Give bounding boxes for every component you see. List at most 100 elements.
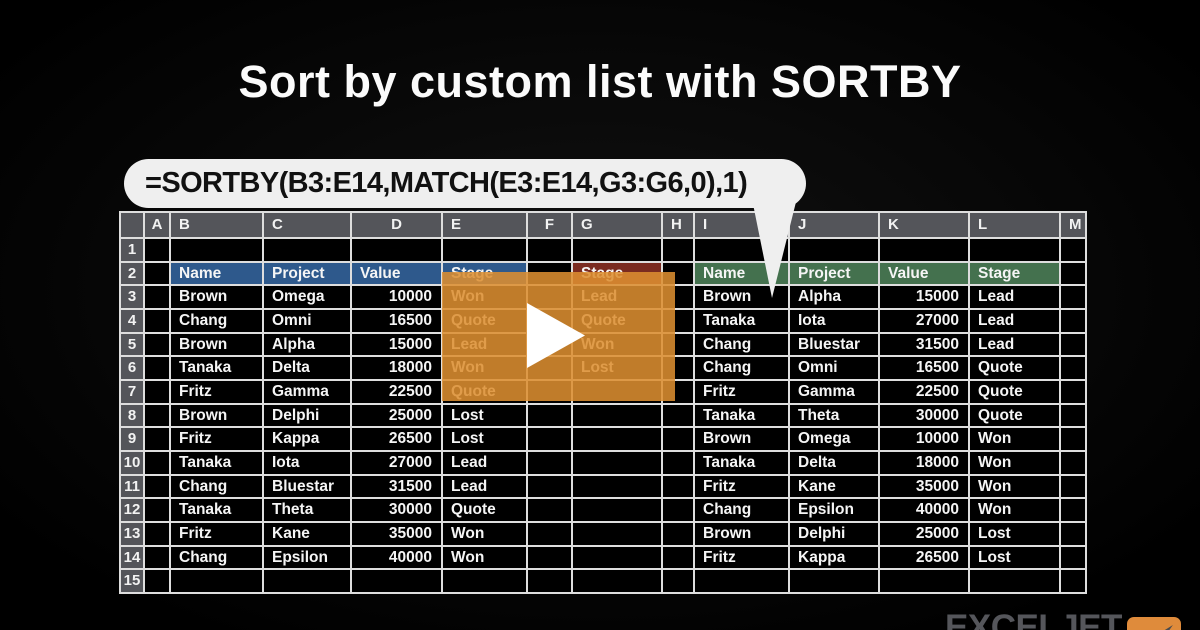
cell-M11 bbox=[1061, 475, 1085, 498]
cell-H11 bbox=[663, 475, 693, 498]
cell-I10: Tanaka bbox=[695, 452, 788, 474]
cell-A5 bbox=[145, 333, 169, 356]
row-header-5: 5 bbox=[121, 333, 143, 356]
cell-L9: Won bbox=[970, 428, 1059, 450]
cell-D6: 18000 bbox=[352, 357, 441, 379]
cell-G14 bbox=[573, 546, 661, 569]
cell-D10: 27000 bbox=[352, 452, 441, 474]
cell-F15 bbox=[528, 570, 571, 592]
row-header-13: 13 bbox=[121, 523, 143, 545]
cell-D4: 16500 bbox=[352, 310, 441, 332]
col-header-M: M bbox=[1061, 213, 1085, 237]
cell-J12: Epsilon bbox=[790, 499, 878, 521]
cell-B8: Brown bbox=[171, 404, 262, 427]
play-icon bbox=[527, 303, 585, 368]
exceljet-logo-text: EXCELJET bbox=[945, 608, 1122, 630]
cell-G13 bbox=[573, 523, 661, 545]
cell-A3 bbox=[145, 286, 169, 308]
cell-B1 bbox=[171, 239, 262, 261]
cell-A9 bbox=[145, 428, 169, 450]
row-header-2: 2 bbox=[121, 262, 143, 285]
cell-E9: Lost bbox=[443, 428, 526, 450]
cell-D15 bbox=[352, 570, 441, 592]
cell-A6 bbox=[145, 357, 169, 379]
cell-A1 bbox=[145, 239, 169, 261]
row-header-12: 12 bbox=[121, 499, 143, 521]
cell-M3 bbox=[1061, 286, 1085, 308]
col-header-A: A bbox=[145, 213, 169, 237]
cell-D12: 30000 bbox=[352, 499, 441, 521]
cell-G1 bbox=[573, 239, 661, 261]
cell-I14: Fritz bbox=[695, 546, 788, 569]
cell-M1 bbox=[1061, 239, 1085, 261]
cell-K10: 18000 bbox=[880, 452, 968, 474]
cell-B6: Tanaka bbox=[171, 357, 262, 379]
video-play-overlay[interactable] bbox=[442, 272, 675, 401]
cell-L3: Lead bbox=[970, 286, 1059, 308]
cell-C7: Gamma bbox=[264, 381, 350, 403]
cell-J14: Kappa bbox=[790, 546, 878, 569]
cell-C8: Delphi bbox=[264, 404, 350, 427]
cell-J15 bbox=[790, 570, 878, 592]
cell-C4: Omni bbox=[264, 310, 350, 332]
cell-M8 bbox=[1061, 404, 1085, 427]
row-header-11: 11 bbox=[121, 475, 143, 498]
cell-C3: Omega bbox=[264, 286, 350, 308]
cell-G15 bbox=[573, 570, 661, 592]
cell-J5: Bluestar bbox=[790, 333, 878, 356]
cell-E8: Lost bbox=[443, 404, 526, 427]
cell-K3: 15000 bbox=[880, 286, 968, 308]
cell-I12: Chang bbox=[695, 499, 788, 521]
row-header-6: 6 bbox=[121, 357, 143, 379]
cell-D9: 26500 bbox=[352, 428, 441, 450]
col-header-F: F bbox=[528, 213, 571, 237]
cell-I11: Fritz bbox=[695, 475, 788, 498]
cell-D1 bbox=[352, 239, 441, 261]
cell-M15 bbox=[1061, 570, 1085, 592]
row-header-9: 9 bbox=[121, 428, 143, 450]
formula-text: =SORTBY(B3:E14,MATCH(E3:E14,G3:G6,0),1) bbox=[145, 167, 748, 199]
exceljet-logo-icon bbox=[1126, 617, 1181, 630]
cell-C9: Kappa bbox=[264, 428, 350, 450]
cell-B10: Tanaka bbox=[171, 452, 262, 474]
cell-I4: Tanaka bbox=[695, 310, 788, 332]
cell-C10: Iota bbox=[264, 452, 350, 474]
cell-H9 bbox=[663, 428, 693, 450]
row-header-7: 7 bbox=[121, 381, 143, 403]
cell-E12: Quote bbox=[443, 499, 526, 521]
cell-E11: Lead bbox=[443, 475, 526, 498]
cell-K5: 31500 bbox=[880, 333, 968, 356]
row-header-10: 10 bbox=[121, 452, 143, 474]
cell-C1 bbox=[264, 239, 350, 261]
row-header-1: 1 bbox=[121, 239, 143, 261]
cell-I9: Brown bbox=[695, 428, 788, 450]
cell-B3: Brown bbox=[171, 286, 262, 308]
cell-I2: Name bbox=[695, 262, 788, 285]
cell-L2: Stage bbox=[970, 262, 1059, 285]
cell-L13: Lost bbox=[970, 523, 1059, 545]
cell-B13: Fritz bbox=[171, 523, 262, 545]
cell-D5: 15000 bbox=[352, 333, 441, 356]
cell-B14: Chang bbox=[171, 546, 262, 569]
cell-J8: Theta bbox=[790, 404, 878, 427]
cell-A11 bbox=[145, 475, 169, 498]
cell-M2 bbox=[1061, 262, 1085, 285]
cell-K12: 40000 bbox=[880, 499, 968, 521]
cell-M6 bbox=[1061, 357, 1085, 379]
cell-J9: Omega bbox=[790, 428, 878, 450]
formula-callout-tail bbox=[752, 190, 799, 298]
cell-C6: Delta bbox=[264, 357, 350, 379]
cell-L5: Lead bbox=[970, 333, 1059, 356]
cell-B9: Fritz bbox=[171, 428, 262, 450]
cell-J1 bbox=[790, 239, 878, 261]
cell-C15 bbox=[264, 570, 350, 592]
formula-callout: =SORTBY(B3:E14,MATCH(E3:E14,G3:G6,0),1) bbox=[124, 159, 806, 208]
cell-A2 bbox=[145, 262, 169, 285]
cell-K4: 27000 bbox=[880, 310, 968, 332]
cell-K11: 35000 bbox=[880, 475, 968, 498]
cell-J7: Gamma bbox=[790, 381, 878, 403]
cell-K2: Value bbox=[880, 262, 968, 285]
cell-F8 bbox=[528, 404, 571, 427]
row-header-8: 8 bbox=[121, 404, 143, 427]
